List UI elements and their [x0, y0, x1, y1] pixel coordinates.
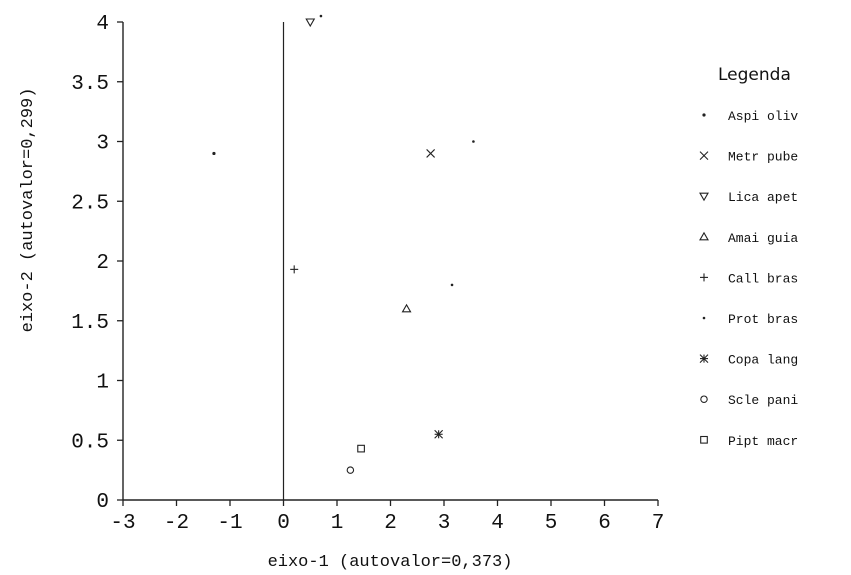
x-tick-label: 6 — [598, 512, 611, 535]
x-tick-label: 3 — [438, 512, 451, 535]
legend-marker — [699, 151, 709, 160]
x-ticks: -3 -2 -1 0 1 2 3 4 5 6 7 — [110, 500, 664, 535]
legend-marker — [700, 395, 708, 403]
legend-label: Metr pube — [728, 150, 798, 165]
x-axis-title: eixo-1 (autovalor=0,373) — [268, 553, 513, 572]
legend-marker — [699, 192, 709, 202]
x-tick-label: -2 — [164, 512, 189, 535]
data-point — [357, 444, 365, 453]
x-tick-label: 0 — [277, 512, 290, 535]
legend-marker — [699, 354, 709, 363]
legend-label: Amai guia — [728, 231, 798, 246]
x-tick-label: 1 — [331, 512, 344, 535]
x-tick-label: -1 — [217, 512, 242, 535]
x-tick-label: 5 — [545, 512, 558, 535]
legend-label: Pipt macr — [728, 434, 798, 449]
x-tick-label: 2 — [384, 512, 397, 535]
y-ticks: 0 0.5 1 1.5 2 2.5 3 3.5 4 — [71, 13, 123, 514]
data-point — [434, 429, 444, 439]
data-point — [319, 14, 323, 18]
y-tick-label: 2.5 — [71, 192, 109, 215]
y-tick-label: 1 — [96, 372, 109, 395]
legend-title: Legenda — [718, 65, 791, 85]
data-point — [290, 265, 299, 274]
y-tick-label: 4 — [96, 13, 109, 36]
axes — [122, 22, 658, 501]
y-tick-label: 0 — [96, 491, 109, 514]
y-tick-label: 1.5 — [71, 312, 109, 335]
data-point — [450, 283, 454, 287]
legend-marker — [702, 113, 706, 117]
legend: Legenda Aspi oliv Metr pube Lica apet Amai … — [699, 65, 798, 449]
y-tick-label: 3.5 — [71, 73, 109, 96]
data-point — [472, 140, 475, 143]
legend-marker — [700, 273, 708, 282]
y-tick-label: 0.5 — [71, 431, 109, 454]
legend-label: Prot bras — [728, 312, 798, 327]
y-axis-title: eixo-2 (autovalor=0,299) — [19, 88, 38, 333]
y-tick-label: 2 — [96, 252, 109, 275]
legend-label: Aspi oliv — [728, 109, 798, 124]
legend-label: Lica apet — [728, 190, 798, 205]
legend-marker — [699, 231, 709, 241]
data-point — [305, 18, 316, 28]
data-point — [401, 303, 412, 313]
y-tick-label: 3 — [96, 133, 109, 156]
legend-label: Call bras — [728, 271, 798, 286]
data-point — [426, 149, 436, 158]
data-points — [212, 14, 475, 474]
legend-label: Copa lang — [728, 353, 798, 368]
x-tick-label: -3 — [110, 512, 135, 535]
legend-marker — [702, 316, 706, 320]
legend-label: Scle pani — [728, 393, 798, 408]
data-point — [212, 151, 216, 156]
x-tick-label: 7 — [652, 512, 665, 535]
x-tick-label: 4 — [491, 512, 504, 535]
data-point — [346, 466, 355, 474]
legend-marker — [700, 435, 708, 444]
